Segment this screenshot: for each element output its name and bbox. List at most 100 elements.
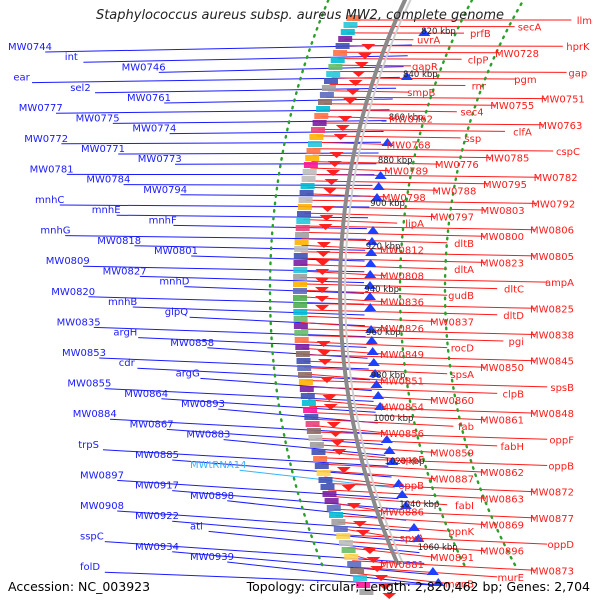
reverse-gene-label: pgm — [514, 75, 536, 86]
reverse-gene-label: MW0872 — [530, 488, 574, 499]
forward-gene-label: MW0781 — [30, 164, 74, 175]
kbp-tick-label: 860 kbp — [389, 113, 424, 123]
forward-gene-arrow — [399, 501, 412, 509]
reverse-gene-label: dltC — [504, 285, 524, 296]
reverse-leader-line — [324, 103, 496, 106]
forward-gene-label: MW0771 — [81, 144, 125, 155]
reverse-gene-arrow — [315, 269, 330, 275]
reverse-gene-label: MW0788 — [432, 186, 476, 197]
reverse-gene-arrow — [324, 179, 339, 185]
feature-color-box — [299, 386, 314, 392]
feature-color-box — [294, 330, 309, 336]
reverse-gene-label: MW0800 — [480, 232, 524, 243]
forward-gene-arrow — [400, 72, 413, 80]
reverse-gene-label: pgi — [509, 337, 524, 348]
forward-gene-label: MW0777 — [19, 103, 63, 114]
reverse-gene-arrow — [329, 152, 344, 158]
reverse-leader-line — [300, 257, 485, 263]
forward-leader-line — [117, 479, 399, 500]
kbp-tick-label: 900 kbp — [370, 199, 405, 209]
feature-color-box — [302, 169, 317, 175]
kbp-tick-label: 1020 kbp — [385, 457, 425, 467]
reverse-gene-label: gap — [568, 68, 587, 79]
forward-gene-arrow — [364, 259, 377, 267]
forward-leader-line — [134, 245, 366, 251]
reverse-gene-label: MW0836 — [380, 298, 424, 309]
forward-gene-label: MW0939 — [190, 552, 234, 563]
feature-color-box — [296, 218, 311, 224]
reverse-gene-label: MW0859 — [430, 448, 474, 459]
forward-gene-label: mnhG — [40, 226, 70, 237]
reverse-leader-line — [301, 334, 504, 342]
forward-gene-label: MW0908 — [80, 501, 124, 512]
reverse-gene-arrow — [348, 80, 363, 86]
forward-gene-arrow — [364, 281, 376, 289]
feature-color-box — [294, 239, 309, 245]
forward-leader-line — [207, 347, 368, 359]
reverse-leader-line — [329, 83, 466, 86]
feature-color-box — [297, 204, 312, 210]
reverse-leader-line — [315, 141, 392, 145]
feature-color-box — [336, 533, 351, 539]
reverse-gene-arrow — [318, 359, 332, 365]
reverse-gene-label: MW0881 — [380, 560, 424, 571]
feature-color-box — [303, 407, 318, 413]
forward-leader-line — [117, 510, 411, 532]
feature-color-box — [308, 435, 323, 441]
forward-gene-label: MW0883 — [186, 430, 230, 441]
forward-gene-label: MW0853 — [62, 348, 106, 359]
reverse-gene-label: ssp — [464, 134, 481, 145]
forward-gene-label: glpQ — [165, 307, 188, 318]
forward-leader-line — [161, 398, 376, 413]
forward-gene-label: trpS — [78, 440, 99, 451]
reverse-leader-line — [326, 482, 535, 493]
forward-gene-arrow — [365, 336, 378, 344]
forward-gene-arrow — [364, 303, 377, 311]
forward-gene-arrow — [372, 391, 385, 399]
reverse-leader-line — [335, 64, 412, 67]
forward-leader-line — [227, 561, 435, 586]
feature-color-box — [347, 561, 362, 567]
feature-color-box — [309, 134, 324, 140]
reverse-gene-arrow — [315, 305, 330, 311]
reverse-gene-arrow — [336, 467, 351, 473]
reverse-gene-arrow — [328, 431, 343, 437]
feature-color-box — [294, 337, 309, 343]
reverse-gene-label: MW0789 — [384, 167, 428, 178]
reverse-gene-label: MW0887 — [430, 475, 474, 486]
reverse-leader-line — [342, 45, 563, 47]
reverse-gene-label: ampA — [545, 278, 574, 289]
reverse-gene-arrow — [330, 440, 345, 446]
forward-gene-arrow — [371, 193, 383, 201]
feature-color-box — [303, 162, 318, 168]
genome-backbone — [338, 0, 412, 566]
feature-color-box — [333, 50, 348, 56]
reverse-gene-label: MW0823 — [480, 258, 524, 269]
kbp-tick-label: 1040 kbp — [399, 500, 439, 510]
forward-gene-label: MW0835 — [57, 317, 101, 328]
reverse-leader-line — [357, 573, 448, 584]
feature-color-box — [293, 309, 308, 315]
reverse-gene-arrow — [335, 125, 350, 131]
kbp-tick-label: 840 kbp — [403, 70, 438, 80]
feature-color-box — [309, 442, 324, 448]
reverse-gene-arrow — [362, 548, 377, 554]
kbp-tick-label: 880 kbp — [378, 156, 413, 166]
forward-leader-line — [158, 66, 404, 73]
reverse-gene-label: MW0860 — [430, 396, 474, 407]
reverse-gene-label: fabI — [455, 501, 474, 512]
feature-color-box — [346, 15, 361, 21]
reverse-gene-label: llm — [577, 16, 592, 27]
reverse-gene-arrow — [357, 53, 372, 59]
forward-gene-arrow — [366, 347, 379, 355]
feature-tracks — [293, 15, 445, 599]
feature-color-box — [324, 78, 338, 84]
reverse-gene-arrow — [315, 278, 330, 284]
reverse-gene-arrow — [370, 566, 385, 572]
feature-color-box — [300, 183, 315, 189]
feature-color-box — [344, 554, 359, 560]
reverse-gene-arrow — [316, 341, 331, 347]
reverse-gene-arrow — [320, 377, 334, 383]
